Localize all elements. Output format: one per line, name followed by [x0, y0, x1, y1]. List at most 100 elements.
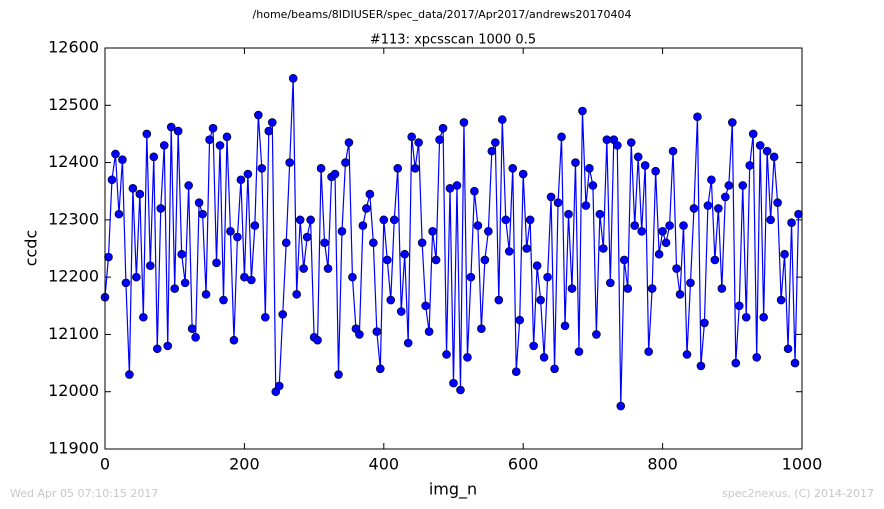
point	[163, 341, 173, 351]
point	[707, 175, 716, 185]
point	[344, 138, 354, 147]
point	[741, 312, 751, 322]
point	[714, 204, 723, 213]
point	[762, 146, 772, 156]
point	[135, 189, 145, 199]
point	[362, 204, 371, 213]
point	[543, 272, 552, 282]
point	[139, 312, 148, 322]
point	[250, 221, 260, 230]
x-tick-label: 1000	[782, 455, 823, 474]
point	[494, 295, 504, 305]
point	[588, 181, 598, 190]
point	[633, 152, 643, 162]
point	[267, 118, 277, 127]
point	[299, 264, 308, 273]
point	[606, 278, 615, 288]
point	[780, 249, 789, 259]
point	[121, 278, 131, 288]
point	[574, 347, 584, 356]
point	[424, 327, 434, 336]
point	[710, 255, 720, 265]
point	[769, 152, 779, 162]
point	[484, 227, 493, 236]
y-tick-label: 12400	[48, 152, 99, 171]
point	[689, 204, 699, 213]
point	[118, 155, 127, 165]
point	[748, 129, 758, 139]
point	[721, 192, 730, 202]
point	[278, 310, 288, 319]
chart-title: #113: xpcsscan 1000 0.5	[370, 33, 536, 48]
point	[654, 249, 664, 259]
point	[386, 295, 396, 305]
point	[470, 186, 479, 196]
y-tick-label: 11900	[48, 439, 99, 458]
point	[254, 110, 263, 120]
y-tick-label: 12200	[48, 267, 99, 286]
point	[316, 164, 326, 173]
point	[696, 361, 706, 371]
point	[595, 209, 605, 219]
point	[790, 358, 800, 368]
suptitle: /home/beams/8IDIUSER/spec_data/2017/Apr2…	[253, 8, 632, 21]
point	[219, 295, 228, 305]
point	[473, 221, 483, 230]
point	[152, 344, 162, 354]
point	[229, 335, 239, 345]
point	[501, 215, 511, 225]
point	[389, 215, 399, 225]
point	[752, 353, 761, 362]
x-tick-label: 400	[369, 455, 400, 474]
point	[369, 238, 378, 248]
point	[170, 284, 179, 293]
point	[647, 284, 657, 293]
point	[459, 118, 469, 127]
point	[320, 238, 329, 248]
point	[243, 169, 253, 179]
point	[581, 201, 591, 210]
point	[341, 158, 350, 167]
point	[396, 307, 406, 316]
point	[166, 122, 176, 132]
point	[187, 324, 197, 334]
point	[431, 255, 441, 265]
x-tick-label: 600	[508, 455, 539, 474]
point	[400, 249, 410, 259]
point	[599, 244, 608, 253]
point	[727, 118, 737, 127]
point	[208, 123, 218, 133]
y-tick-label: 12100	[48, 324, 99, 343]
point	[348, 272, 357, 282]
point	[651, 166, 660, 176]
point	[536, 295, 545, 305]
point	[205, 135, 214, 144]
point	[292, 290, 301, 299]
point	[407, 132, 416, 142]
point	[233, 232, 242, 242]
point	[477, 324, 486, 334]
point	[257, 164, 267, 173]
point	[125, 370, 134, 379]
point	[417, 238, 427, 248]
point	[226, 227, 235, 236]
point	[672, 264, 681, 273]
point	[132, 272, 141, 282]
point	[295, 215, 305, 225]
point	[717, 284, 727, 293]
point	[128, 184, 138, 193]
point	[382, 255, 392, 265]
point	[734, 301, 744, 311]
point	[177, 249, 186, 259]
point	[334, 370, 343, 379]
point	[201, 290, 211, 299]
point	[466, 272, 476, 282]
point	[222, 132, 232, 142]
point	[794, 209, 803, 219]
point	[212, 258, 221, 268]
point	[567, 284, 577, 293]
point	[553, 198, 563, 207]
point	[511, 367, 521, 376]
point	[539, 353, 549, 362]
point	[393, 164, 403, 173]
